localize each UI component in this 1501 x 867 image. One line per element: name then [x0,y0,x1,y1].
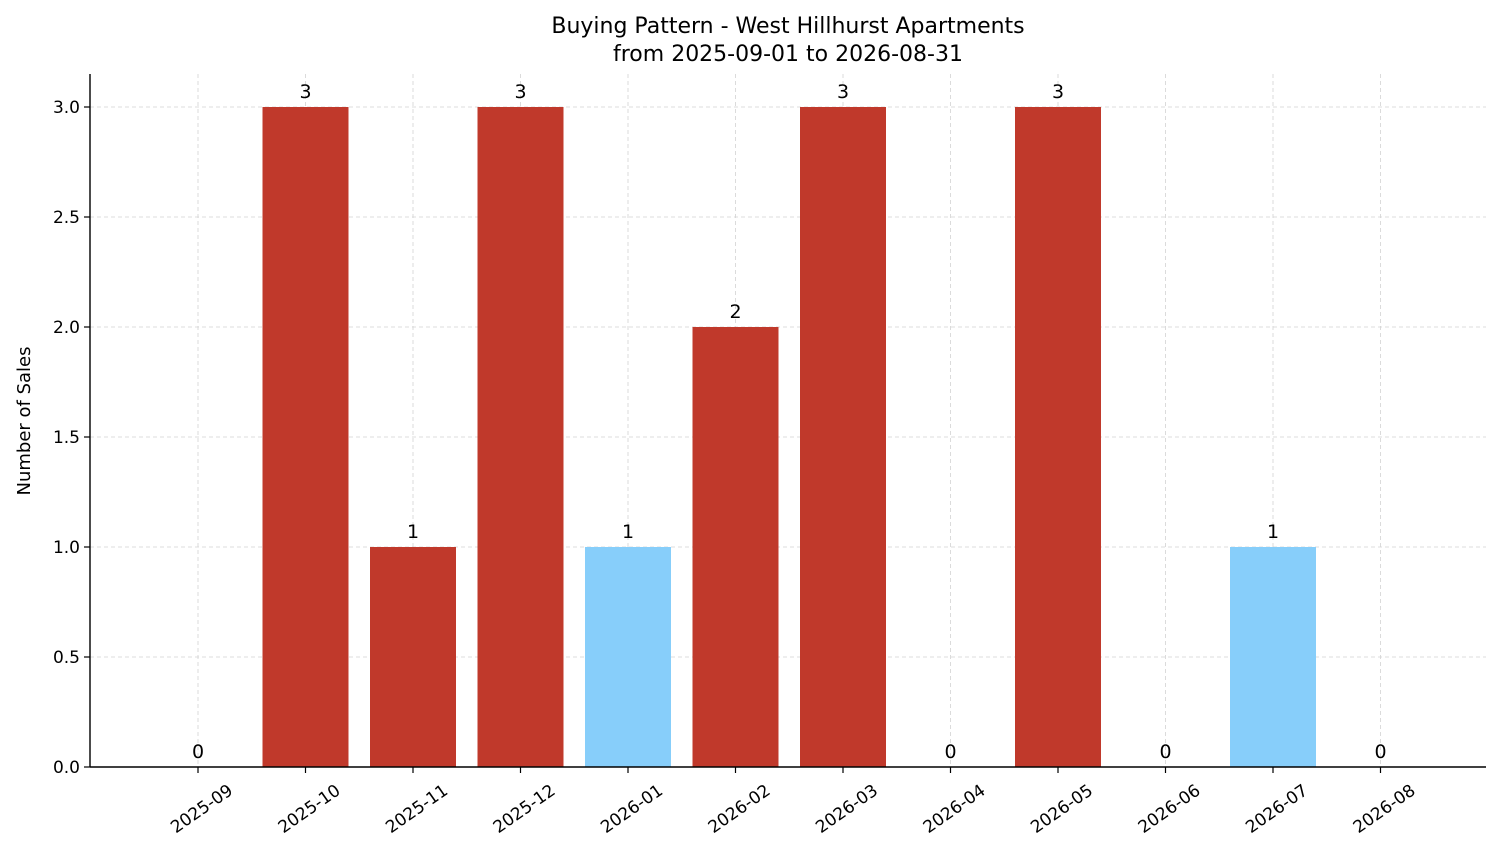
x-tick-label: 2025-09 [167,781,237,838]
data-label: 1 [622,521,634,543]
x-tick-label: 2026-07 [1242,781,1312,838]
y-tick-label: 3.0 [53,98,80,118]
y-axis-label: Number of Sales [14,346,35,495]
y-tick-label: 1.5 [53,428,80,448]
bars-layer [262,107,1316,767]
y-tick-label: 1.0 [53,538,80,558]
y-tick-label: 0.5 [53,648,80,668]
y-tick-label: 0.0 [53,758,80,778]
chart-title: Buying Pattern - West Hillhurst Apartmen… [551,14,1024,39]
data-label: 0 [1159,741,1171,763]
data-label: 2 [729,301,741,323]
axes-layer [89,74,1486,768]
y-tick-label: 2.5 [53,208,80,228]
bar-2026-02 [692,327,779,767]
x-tick-label: 2025-10 [275,781,345,838]
data-label: 3 [1052,81,1064,103]
bar-2026-01 [585,547,671,767]
data-label: 3 [837,81,849,103]
x-tick-label: 2025-11 [382,781,452,838]
data-label: 0 [1374,741,1386,763]
bar-2025-10 [262,107,349,767]
bar-2025-11 [370,547,456,767]
y-ticks-layer: 0.0 0.5 1.0 1.5 2.0 2.5 3.0 [53,98,90,778]
data-label: 3 [299,81,311,103]
x-tick-label: 2026-03 [812,781,882,838]
data-label: 3 [514,81,526,103]
x-tick-label: 2026-06 [1135,781,1205,838]
bar-2026-03 [800,107,886,767]
x-tick-label: 2026-08 [1350,781,1420,838]
x-tick-label: 2026-01 [597,781,667,838]
bar-2026-05 [1015,107,1101,767]
data-label: 1 [1267,521,1279,543]
y-tick-label: 2.0 [53,318,80,338]
data-label: 0 [192,741,204,763]
x-ticks-layer: 2025-09 2025-10 2025-11 2025-12 2026-01 2026-… [167,767,1419,838]
x-tick-label: 2026-05 [1027,781,1097,838]
x-tick-label: 2026-04 [920,781,990,838]
x-tick-label: 2026-02 [705,781,775,838]
data-label: 1 [407,521,419,543]
x-tick-label: 2025-12 [490,781,560,838]
bar-2026-07 [1230,547,1316,767]
data-label: 0 [944,741,956,763]
chart-subtitle: from 2025-09-01 to 2026-08-31 [613,42,963,67]
bar-2025-12 [477,107,564,767]
data-labels-layer: 0 3 1 3 1 2 3 0 3 0 1 0 [192,81,1387,763]
